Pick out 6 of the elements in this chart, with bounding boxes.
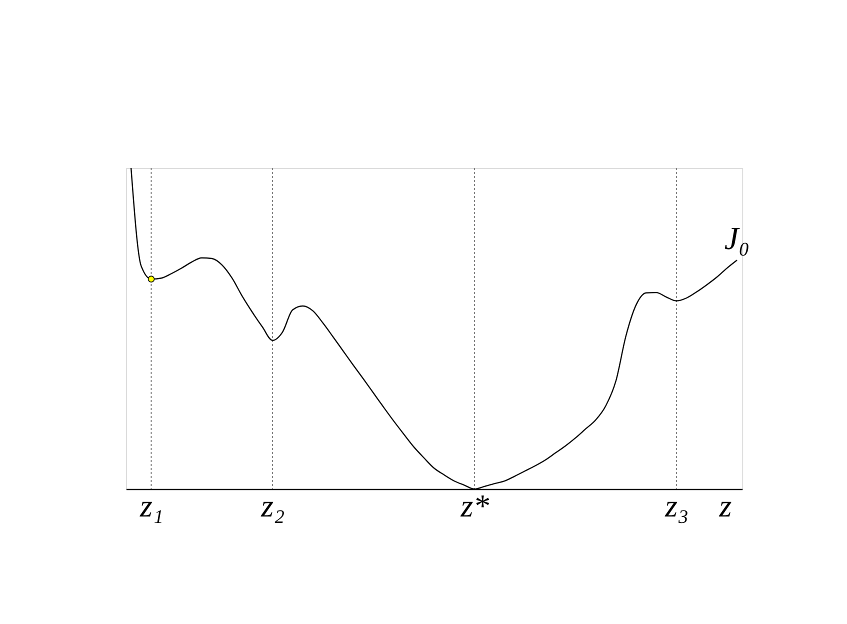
x-axis-title: z [718,488,732,524]
x-tick-label: z* [460,488,490,524]
x-tick-label: z₂ [260,488,285,524]
series-label: J₀ [724,220,750,256]
x-tick-label: z₃ [664,488,689,524]
x-tick-label: z₁ [138,488,164,524]
